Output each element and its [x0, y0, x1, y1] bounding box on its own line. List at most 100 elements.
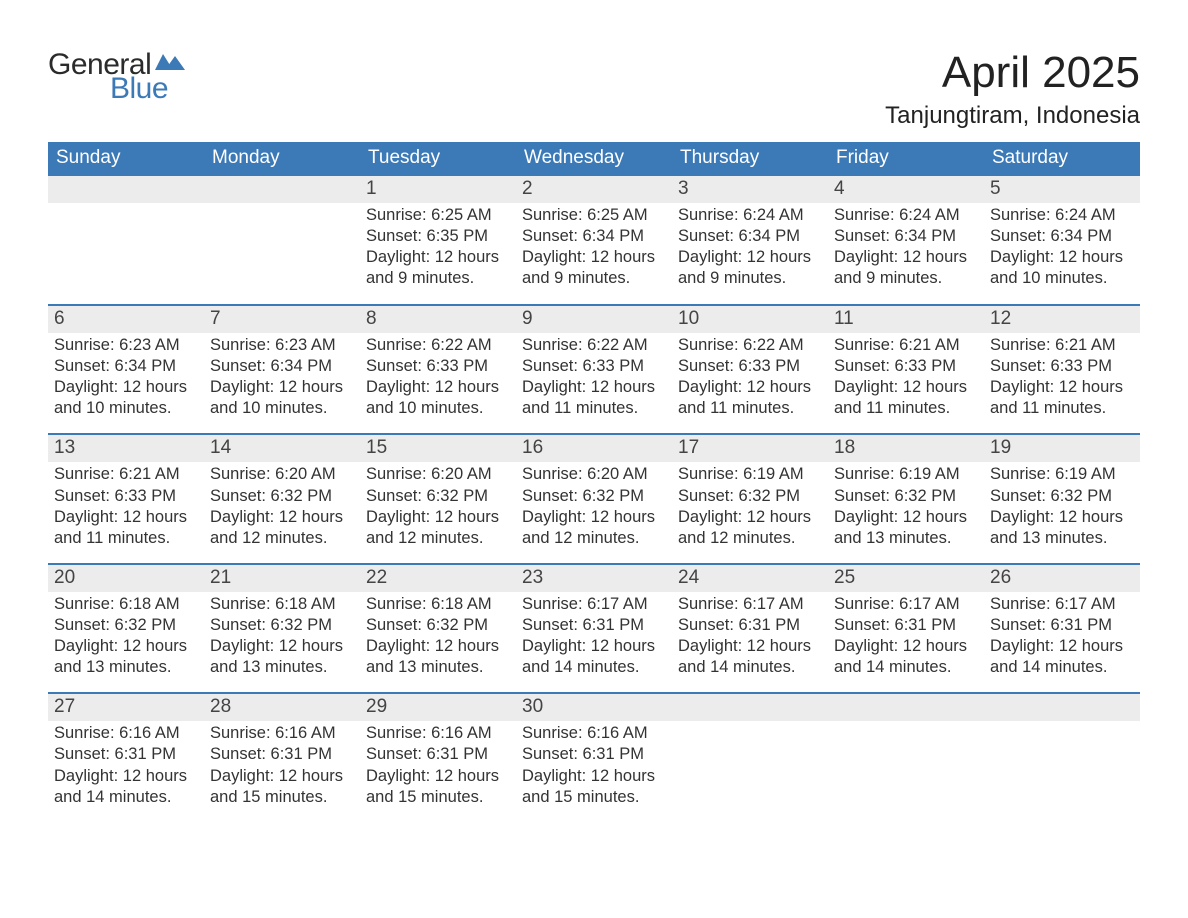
day-details: Sunrise: 6:21 AMSunset: 6:33 PMDaylight:… — [828, 333, 984, 433]
sunrise-line: Sunrise: 6:24 AM — [834, 205, 978, 226]
sunrise-line: Sunrise: 6:16 AM — [54, 723, 198, 744]
sunrise-line: Sunrise: 6:23 AM — [54, 335, 198, 356]
sunrise-line: Sunrise: 6:20 AM — [522, 464, 666, 485]
sunset-line: Sunset: 6:34 PM — [990, 226, 1134, 247]
sunrise-line: Sunrise: 6:22 AM — [678, 335, 822, 356]
daylight-line: Daylight: 12 hours and 13 minutes. — [54, 636, 198, 678]
day-number: 16 — [516, 435, 672, 462]
sunrise-line: Sunrise: 6:24 AM — [678, 205, 822, 226]
sunrise-line: Sunrise: 6:17 AM — [990, 594, 1134, 615]
day-details: Sunrise: 6:18 AMSunset: 6:32 PMDaylight:… — [360, 592, 516, 692]
day-cell: 22Sunrise: 6:18 AMSunset: 6:32 PMDayligh… — [360, 565, 516, 692]
sunrise-line: Sunrise: 6:20 AM — [366, 464, 510, 485]
sunset-line: Sunset: 6:31 PM — [678, 615, 822, 636]
dow-cell: Tuesday — [360, 142, 516, 176]
sunset-line: Sunset: 6:32 PM — [366, 486, 510, 507]
day-number: 28 — [204, 694, 360, 721]
sunrise-line: Sunrise: 6:17 AM — [678, 594, 822, 615]
month-title: April 2025 — [885, 48, 1140, 98]
daylight-line: Daylight: 12 hours and 15 minutes. — [210, 766, 354, 808]
daylight-line: Daylight: 12 hours and 9 minutes. — [834, 247, 978, 289]
logo: General Blue — [48, 48, 187, 106]
dow-cell: Friday — [828, 142, 984, 176]
sunset-line: Sunset: 6:31 PM — [834, 615, 978, 636]
day-details: Sunrise: 6:23 AMSunset: 6:34 PMDaylight:… — [204, 333, 360, 433]
day-cell: 20Sunrise: 6:18 AMSunset: 6:32 PMDayligh… — [48, 565, 204, 692]
day-number: 12 — [984, 306, 1140, 333]
day-cell: 7Sunrise: 6:23 AMSunset: 6:34 PMDaylight… — [204, 306, 360, 433]
day-details: Sunrise: 6:18 AMSunset: 6:32 PMDaylight:… — [204, 592, 360, 692]
day-cell: 27Sunrise: 6:16 AMSunset: 6:31 PMDayligh… — [48, 694, 204, 821]
day-number: 13 — [48, 435, 204, 462]
day-number: 25 — [828, 565, 984, 592]
daylight-line: Daylight: 12 hours and 10 minutes. — [366, 377, 510, 419]
calendar: SundayMondayTuesdayWednesdayThursdayFrid… — [48, 142, 1140, 822]
dow-cell: Sunday — [48, 142, 204, 176]
day-number: 11 — [828, 306, 984, 333]
day-number — [984, 694, 1140, 721]
sunset-line: Sunset: 6:32 PM — [366, 615, 510, 636]
day-number: 4 — [828, 176, 984, 203]
day-details: Sunrise: 6:19 AMSunset: 6:32 PMDaylight:… — [828, 462, 984, 562]
sunset-line: Sunset: 6:32 PM — [834, 486, 978, 507]
day-details: Sunrise: 6:19 AMSunset: 6:32 PMDaylight:… — [672, 462, 828, 562]
day-cell: 10Sunrise: 6:22 AMSunset: 6:33 PMDayligh… — [672, 306, 828, 433]
day-cell: 25Sunrise: 6:17 AMSunset: 6:31 PMDayligh… — [828, 565, 984, 692]
sunset-line: Sunset: 6:32 PM — [990, 486, 1134, 507]
day-details: Sunrise: 6:16 AMSunset: 6:31 PMDaylight:… — [516, 721, 672, 821]
sunset-line: Sunset: 6:32 PM — [678, 486, 822, 507]
daylight-line: Daylight: 12 hours and 11 minutes. — [54, 507, 198, 549]
daylight-line: Daylight: 12 hours and 13 minutes. — [834, 507, 978, 549]
daylight-line: Daylight: 12 hours and 9 minutes. — [366, 247, 510, 289]
sunrise-line: Sunrise: 6:16 AM — [522, 723, 666, 744]
day-number — [828, 694, 984, 721]
day-number: 18 — [828, 435, 984, 462]
sunset-line: Sunset: 6:31 PM — [54, 744, 198, 765]
week-row: 6Sunrise: 6:23 AMSunset: 6:34 PMDaylight… — [48, 304, 1140, 433]
day-of-week-header: SundayMondayTuesdayWednesdayThursdayFrid… — [48, 142, 1140, 176]
day-cell: 11Sunrise: 6:21 AMSunset: 6:33 PMDayligh… — [828, 306, 984, 433]
sunrise-line: Sunrise: 6:17 AM — [522, 594, 666, 615]
sunrise-line: Sunrise: 6:23 AM — [210, 335, 354, 356]
sunrise-line: Sunrise: 6:17 AM — [834, 594, 978, 615]
week-row: 20Sunrise: 6:18 AMSunset: 6:32 PMDayligh… — [48, 563, 1140, 692]
daylight-line: Daylight: 12 hours and 12 minutes. — [522, 507, 666, 549]
day-details: Sunrise: 6:16 AMSunset: 6:31 PMDaylight:… — [204, 721, 360, 821]
daylight-line: Daylight: 12 hours and 14 minutes. — [522, 636, 666, 678]
day-number: 3 — [672, 176, 828, 203]
day-details: Sunrise: 6:21 AMSunset: 6:33 PMDaylight:… — [48, 462, 204, 562]
day-cell: 8Sunrise: 6:22 AMSunset: 6:33 PMDaylight… — [360, 306, 516, 433]
day-number: 6 — [48, 306, 204, 333]
day-number: 5 — [984, 176, 1140, 203]
sunset-line: Sunset: 6:34 PM — [54, 356, 198, 377]
day-cell: 23Sunrise: 6:17 AMSunset: 6:31 PMDayligh… — [516, 565, 672, 692]
sunrise-line: Sunrise: 6:25 AM — [522, 205, 666, 226]
day-details: Sunrise: 6:17 AMSunset: 6:31 PMDaylight:… — [672, 592, 828, 692]
day-number: 29 — [360, 694, 516, 721]
daylight-line: Daylight: 12 hours and 11 minutes. — [834, 377, 978, 419]
day-details: Sunrise: 6:22 AMSunset: 6:33 PMDaylight:… — [516, 333, 672, 433]
day-details: Sunrise: 6:25 AMSunset: 6:35 PMDaylight:… — [360, 203, 516, 303]
day-cell: 14Sunrise: 6:20 AMSunset: 6:32 PMDayligh… — [204, 435, 360, 562]
day-cell-empty — [828, 694, 984, 821]
day-cell: 29Sunrise: 6:16 AMSunset: 6:31 PMDayligh… — [360, 694, 516, 821]
daylight-line: Daylight: 12 hours and 15 minutes. — [366, 766, 510, 808]
day-cell: 3Sunrise: 6:24 AMSunset: 6:34 PMDaylight… — [672, 176, 828, 304]
daylight-line: Daylight: 12 hours and 14 minutes. — [834, 636, 978, 678]
sunset-line: Sunset: 6:32 PM — [210, 615, 354, 636]
day-details: Sunrise: 6:25 AMSunset: 6:34 PMDaylight:… — [516, 203, 672, 303]
dow-cell: Saturday — [984, 142, 1140, 176]
daylight-line: Daylight: 12 hours and 10 minutes. — [54, 377, 198, 419]
sunset-line: Sunset: 6:32 PM — [210, 486, 354, 507]
daylight-line: Daylight: 12 hours and 9 minutes. — [678, 247, 822, 289]
sunset-line: Sunset: 6:34 PM — [834, 226, 978, 247]
sunset-line: Sunset: 6:34 PM — [678, 226, 822, 247]
day-details: Sunrise: 6:24 AMSunset: 6:34 PMDaylight:… — [672, 203, 828, 303]
daylight-line: Daylight: 12 hours and 14 minutes. — [678, 636, 822, 678]
daylight-line: Daylight: 12 hours and 10 minutes. — [210, 377, 354, 419]
sunset-line: Sunset: 6:32 PM — [54, 615, 198, 636]
location: Tanjungtiram, Indonesia — [885, 102, 1140, 130]
day-cell-empty — [672, 694, 828, 821]
day-cell: 4Sunrise: 6:24 AMSunset: 6:34 PMDaylight… — [828, 176, 984, 304]
sunrise-line: Sunrise: 6:19 AM — [834, 464, 978, 485]
